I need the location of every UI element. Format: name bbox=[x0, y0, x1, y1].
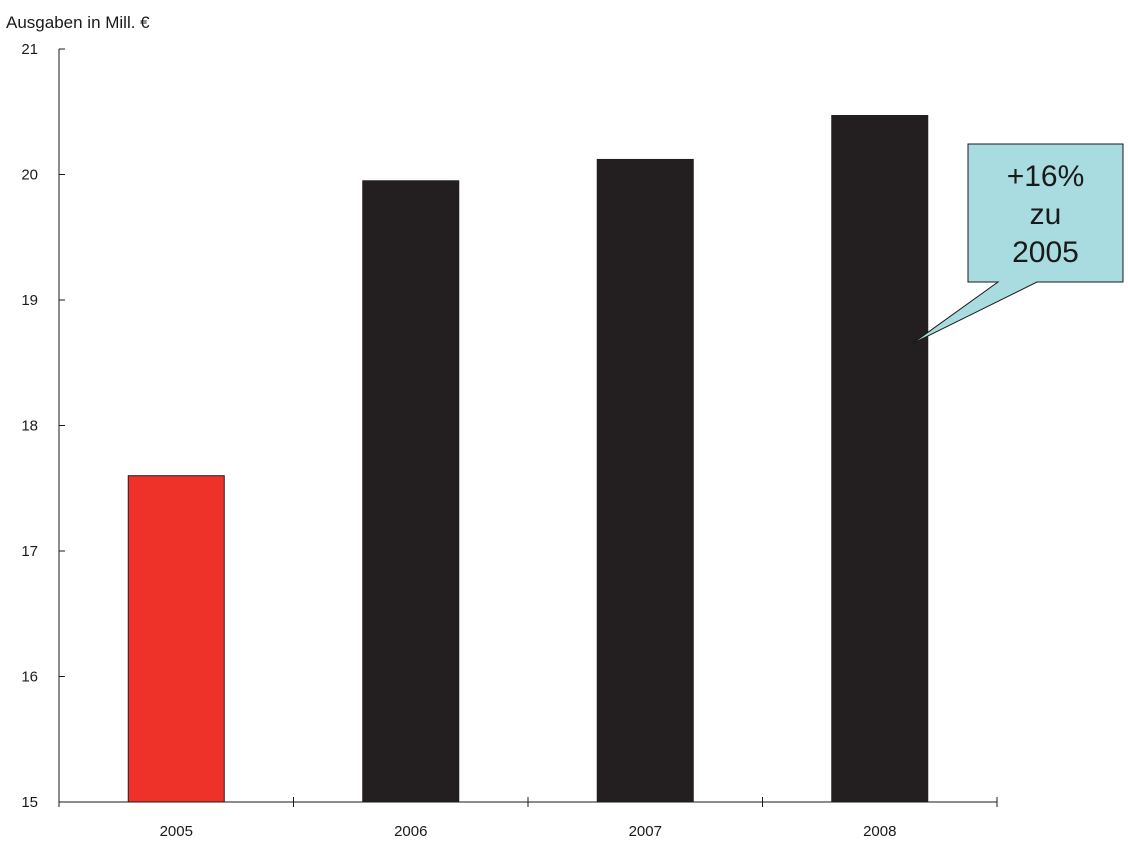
y-tick-label: 20 bbox=[21, 167, 38, 184]
y-tick-label: 16 bbox=[21, 669, 38, 686]
y-tick-label: 19 bbox=[21, 292, 38, 309]
callout-box bbox=[911, 143, 1124, 345]
bar-2007 bbox=[596, 158, 694, 803]
x-axis: 2005 2006 2007 2008 bbox=[58, 797, 998, 840]
callout-text-line: +16% bbox=[1007, 160, 1085, 193]
callout-annotation: +16% zu 2005 bbox=[911, 143, 1124, 345]
y-tick-label: 18 bbox=[21, 418, 38, 435]
y-axis-label: Ausgaben in Mill. € bbox=[6, 13, 150, 32]
callout-text-line: 2005 bbox=[1012, 236, 1079, 269]
y-tick-label: 21 bbox=[21, 41, 38, 58]
y-tick-label: 15 bbox=[21, 794, 38, 811]
bar-2006 bbox=[362, 180, 460, 803]
bar-2005 bbox=[127, 475, 225, 803]
bars bbox=[127, 115, 929, 803]
x-tick-label: 2008 bbox=[863, 823, 896, 840]
y-tick-label: 17 bbox=[21, 543, 38, 560]
x-tick-label: 2006 bbox=[394, 823, 427, 840]
x-tick-label: 2007 bbox=[629, 823, 662, 840]
callout-text-line: zu bbox=[1030, 198, 1062, 231]
x-tick-label: 2005 bbox=[160, 823, 193, 840]
y-axis: 15 16 17 18 19 20 21 bbox=[21, 41, 65, 811]
bar-2008 bbox=[831, 115, 929, 803]
